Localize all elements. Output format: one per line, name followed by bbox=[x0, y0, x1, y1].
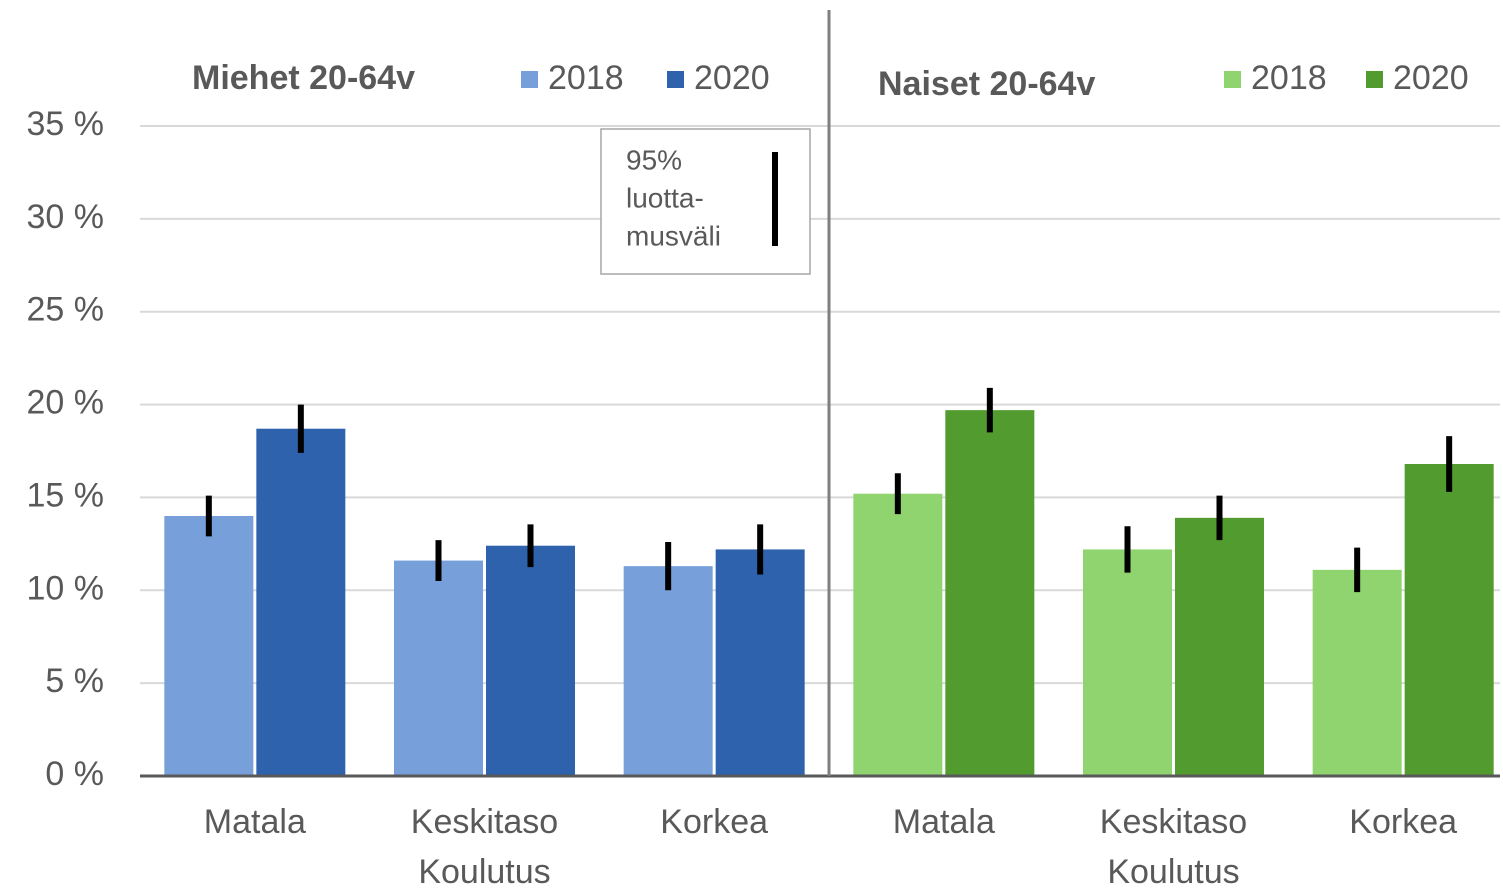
x-tick-label: Matala bbox=[893, 803, 995, 841]
legend-label: 2020 bbox=[1393, 59, 1469, 97]
bar bbox=[1312, 569, 1402, 776]
panel-title: Miehet 20-64v bbox=[192, 59, 415, 97]
bar bbox=[853, 493, 943, 776]
y-tick-label: 20 % bbox=[27, 384, 105, 422]
legend-swatch bbox=[1366, 71, 1383, 88]
y-tick-label: 15 % bbox=[27, 476, 105, 514]
bar bbox=[945, 410, 1035, 776]
legend-label: 2018 bbox=[548, 59, 624, 97]
y-tick-label: 10 % bbox=[27, 569, 105, 607]
bar bbox=[256, 428, 346, 776]
annotation-text: 95% bbox=[626, 144, 682, 175]
bar bbox=[1083, 549, 1172, 776]
bar bbox=[394, 560, 483, 776]
y-tick-label: 25 % bbox=[27, 291, 105, 329]
bar bbox=[164, 516, 254, 776]
y-tick-label: 35 % bbox=[27, 105, 105, 143]
x-tick-label: Korkea bbox=[1349, 803, 1457, 841]
legend-label: 2018 bbox=[1251, 59, 1327, 97]
bar bbox=[486, 545, 575, 776]
bar bbox=[623, 566, 713, 776]
legend-swatch bbox=[1224, 71, 1241, 88]
x-axis-label: Koulutus bbox=[1107, 853, 1239, 890]
y-tick-label: 0 % bbox=[45, 755, 104, 793]
bar bbox=[715, 549, 805, 776]
legend-swatch bbox=[667, 71, 684, 88]
x-tick-label: Keskitaso bbox=[411, 803, 558, 841]
x-tick-label: Keskitaso bbox=[1100, 803, 1247, 841]
annotation-text: musväli bbox=[626, 220, 721, 251]
bar bbox=[1175, 517, 1264, 776]
y-tick-label: 30 % bbox=[27, 198, 105, 236]
annotation-text: luotta- bbox=[626, 182, 704, 213]
legend-swatch bbox=[521, 71, 538, 88]
y-tick-label: 5 % bbox=[45, 662, 104, 700]
x-tick-label: Korkea bbox=[660, 803, 768, 841]
bar bbox=[1404, 464, 1494, 776]
legend-label: 2020 bbox=[694, 59, 770, 97]
x-axis-label: Koulutus bbox=[418, 853, 550, 890]
panel-title: Naiset 20-64v bbox=[878, 65, 1095, 103]
x-tick-label: Matala bbox=[204, 803, 306, 841]
